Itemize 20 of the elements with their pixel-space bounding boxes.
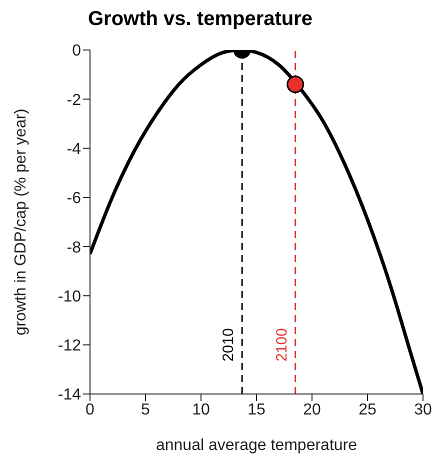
- x-tick-label: 25: [358, 401, 376, 418]
- y-tick-label: -14: [58, 386, 82, 404]
- x-axis-title: annual average temperature: [156, 437, 358, 454]
- y-tick-label: -6: [66, 190, 82, 208]
- y-tick-label: -2: [66, 92, 82, 109]
- y-tick-label: -10: [58, 288, 82, 306]
- x-tick-label: 30: [414, 401, 432, 418]
- x-tick-label: 10: [192, 401, 210, 418]
- y-axis-title: growth in GDP/cap (% per year): [12, 108, 30, 336]
- x-tick-label: 0: [86, 401, 95, 418]
- annotation: 2100: [273, 328, 290, 362]
- y-tick-label: -4: [66, 140, 82, 158]
- x-tick-label: 15: [248, 401, 266, 418]
- x-tick-label: 5: [141, 401, 150, 418]
- chart-title: Growth vs. temperature: [88, 8, 314, 32]
- annotation: 2010: [220, 328, 238, 362]
- y-tick-label: -12: [58, 338, 82, 355]
- x-tick-label: 20: [303, 401, 321, 418]
- y-tick-label: 0: [72, 42, 82, 60]
- y-tick-label: -8: [66, 239, 82, 256]
